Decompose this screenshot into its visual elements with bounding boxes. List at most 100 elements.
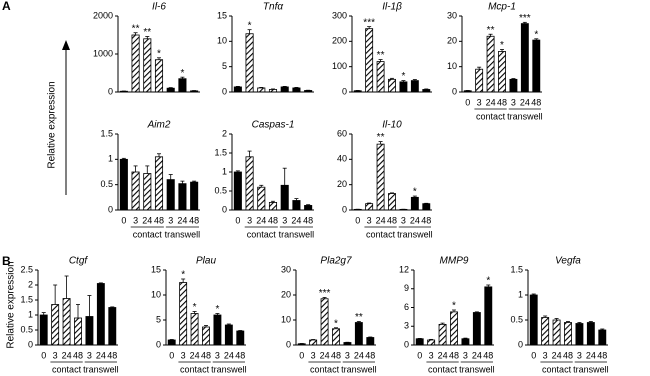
bar: [154, 59, 164, 93]
group-label: transwell: [573, 364, 609, 374]
y-tick-label: 1.5: [214, 147, 227, 157]
bar: [472, 312, 481, 346]
x-tick-label: 48: [531, 97, 541, 107]
group-label: contact: [310, 364, 340, 374]
x-tick-label: 0: [41, 350, 46, 360]
x-tick-label: 24: [291, 215, 301, 225]
x-tick-label: 0: [299, 350, 304, 360]
bar: [154, 156, 164, 211]
significance: *: [157, 48, 161, 59]
significance: ***: [519, 13, 531, 24]
y-tick-label: 3: [404, 321, 409, 331]
x-tick-label: 48: [387, 215, 397, 225]
y-tick-label: 0: [342, 204, 347, 214]
chart-title: MMP9: [440, 256, 469, 267]
group-label: contact: [476, 111, 506, 121]
y-tick-label: 9: [404, 283, 409, 293]
y-tick-label: 0: [156, 339, 161, 349]
group-label: transwell: [165, 229, 201, 239]
significance: **: [132, 23, 140, 34]
x-tick-label: 48: [303, 215, 313, 225]
x-tick-label: 48: [331, 350, 341, 360]
bar: [366, 337, 375, 346]
x-tick-label: 3: [477, 97, 482, 107]
y-tick-label: 10: [151, 289, 161, 299]
bar: [62, 298, 71, 346]
x-tick-label: 3: [87, 350, 92, 360]
x-tick-label: 0: [121, 215, 126, 225]
bar: [552, 319, 561, 346]
y-tick-label: 1: [518, 289, 523, 299]
x-tick-label: 24: [552, 350, 562, 360]
x-tick-label: 24: [256, 215, 266, 225]
bar: [131, 171, 140, 211]
x-tick-label: 24: [62, 350, 72, 360]
bar: [598, 329, 607, 346]
significance: **: [377, 50, 385, 61]
significance: *: [181, 270, 185, 281]
group-label: transwell: [507, 111, 543, 121]
x-tick-label: 0: [417, 350, 422, 360]
bar: [365, 203, 374, 211]
bar: [131, 34, 140, 93]
bar: [233, 171, 242, 211]
y-tick-label: 1.5: [100, 128, 113, 138]
panel-label: A: [2, 0, 11, 13]
bar: [509, 78, 518, 93]
y-tick-label: 10: [447, 61, 457, 71]
panel-label: B: [2, 254, 11, 268]
bar: [422, 203, 431, 211]
y-tick-label: 30: [447, 10, 457, 20]
bar: [202, 326, 210, 346]
x-tick-label: 24: [320, 350, 330, 360]
x-tick-label: 48: [189, 215, 199, 225]
bar: [213, 314, 222, 346]
bar: [224, 324, 233, 346]
bar: [292, 200, 301, 211]
y-tick-label: 300: [332, 10, 347, 20]
bar: [410, 80, 419, 93]
bar: [438, 323, 447, 346]
x-tick-label: 48: [107, 350, 117, 360]
chart-title: Plau: [196, 256, 216, 267]
x-tick-label: 48: [201, 350, 211, 360]
group-label: transwell: [279, 229, 315, 239]
y-tick-label: 0.5: [100, 179, 113, 189]
bar: [564, 322, 572, 346]
bar: [178, 78, 187, 93]
y-tick-label: 1: [28, 309, 33, 319]
chart-title: Aim2: [147, 120, 171, 131]
bar: [96, 283, 105, 346]
x-tick-label: 3: [463, 350, 468, 360]
y-tick-label: 5: [222, 61, 227, 71]
x-tick-label: 3: [247, 215, 252, 225]
x-tick-label: 24: [354, 350, 364, 360]
x-tick-label: 24: [142, 215, 152, 225]
x-tick-label: 24: [472, 350, 482, 360]
bar: [399, 81, 408, 93]
x-tick-label: 3: [168, 215, 173, 225]
x-tick-label: 24: [96, 350, 106, 360]
group-label: contact: [52, 364, 82, 374]
significance: **: [143, 27, 151, 38]
bar: [309, 339, 318, 346]
x-tick-label: 24: [190, 350, 200, 360]
group-label: transwell: [211, 364, 247, 374]
bar: [376, 61, 385, 93]
x-tick-label: 24: [486, 97, 496, 107]
y-tick-label: 0.5: [20, 324, 33, 334]
group-label: contact: [133, 229, 163, 239]
bar: [85, 316, 94, 346]
x-tick-label: 24: [520, 97, 530, 107]
significance: *: [334, 318, 338, 329]
bar: [233, 86, 242, 93]
x-tick-label: 0: [169, 350, 174, 360]
chart-title: Il-6: [152, 2, 166, 13]
bar: [388, 193, 396, 211]
y-tick-label: 0: [452, 86, 457, 96]
bar: [178, 183, 187, 211]
x-tick-label: 48: [497, 97, 507, 107]
x-tick-label: 3: [345, 350, 350, 360]
significance: *: [193, 302, 197, 313]
